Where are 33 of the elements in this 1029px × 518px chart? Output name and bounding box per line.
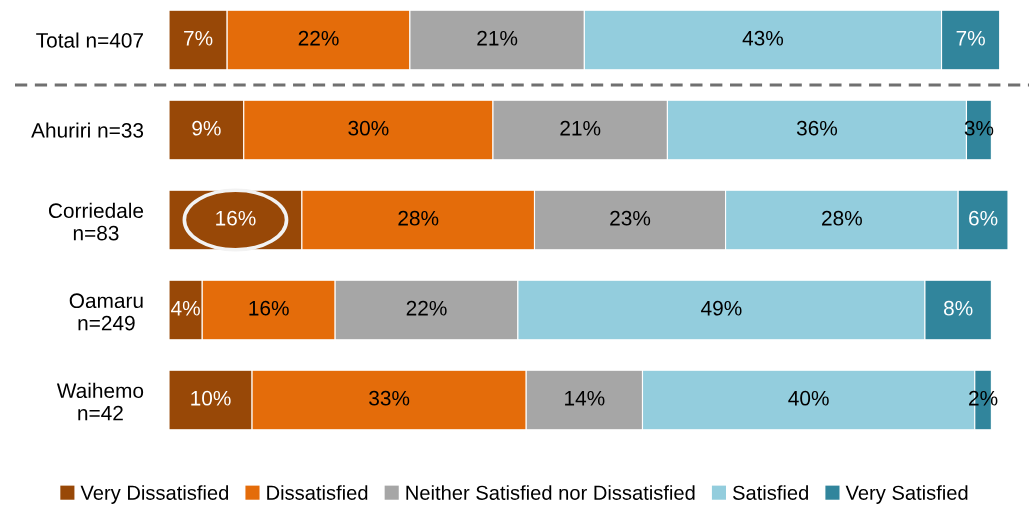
data-label: 36% bbox=[796, 120, 838, 136]
data-label: 10% bbox=[191, 390, 231, 406]
data-label: 9% bbox=[192, 120, 221, 136]
legend-label: Very Satisfied bbox=[845, 485, 968, 504]
data-label: 33% bbox=[369, 390, 410, 406]
data-label: 28% bbox=[822, 210, 862, 226]
legend-label: Very Dissatisfied bbox=[80, 485, 229, 504]
data-label: 22% bbox=[406, 300, 447, 316]
data-label: 6% bbox=[969, 210, 998, 226]
y-tick-label: Waihemo n=42 bbox=[56, 382, 144, 421]
y-tick-label: Oamaru n=249 bbox=[69, 293, 143, 331]
y-tick-label: Corriedale n=83 bbox=[48, 202, 144, 241]
data-label: 22% bbox=[298, 30, 339, 46]
data-label: 16% bbox=[216, 210, 256, 226]
data-label: 43% bbox=[742, 30, 784, 46]
legend-label: Neither Satisfied nor Dissatisfied bbox=[406, 485, 695, 500]
data-label: 16% bbox=[249, 300, 289, 316]
data-label: 21% bbox=[477, 30, 518, 46]
data-label: 7% bbox=[956, 30, 985, 46]
data-label: 30% bbox=[348, 120, 389, 136]
data-label: 14% bbox=[565, 390, 605, 406]
y-tick-label: Ahuriri n=33 bbox=[31, 122, 144, 138]
legend-label: Satisfied bbox=[732, 485, 808, 500]
data-label: 21% bbox=[560, 120, 601, 136]
data-label: 49% bbox=[701, 300, 742, 316]
data-label: 28% bbox=[398, 210, 439, 226]
data-label: 7% bbox=[184, 30, 213, 46]
data-label: 40% bbox=[788, 390, 829, 406]
y-tick-label: Total n=407 bbox=[36, 32, 143, 48]
data-label: 23% bbox=[610, 210, 651, 226]
legend-label: Dissatisfied bbox=[267, 485, 368, 500]
data-label: 4% bbox=[171, 300, 200, 316]
data-label: 8% bbox=[944, 300, 973, 316]
